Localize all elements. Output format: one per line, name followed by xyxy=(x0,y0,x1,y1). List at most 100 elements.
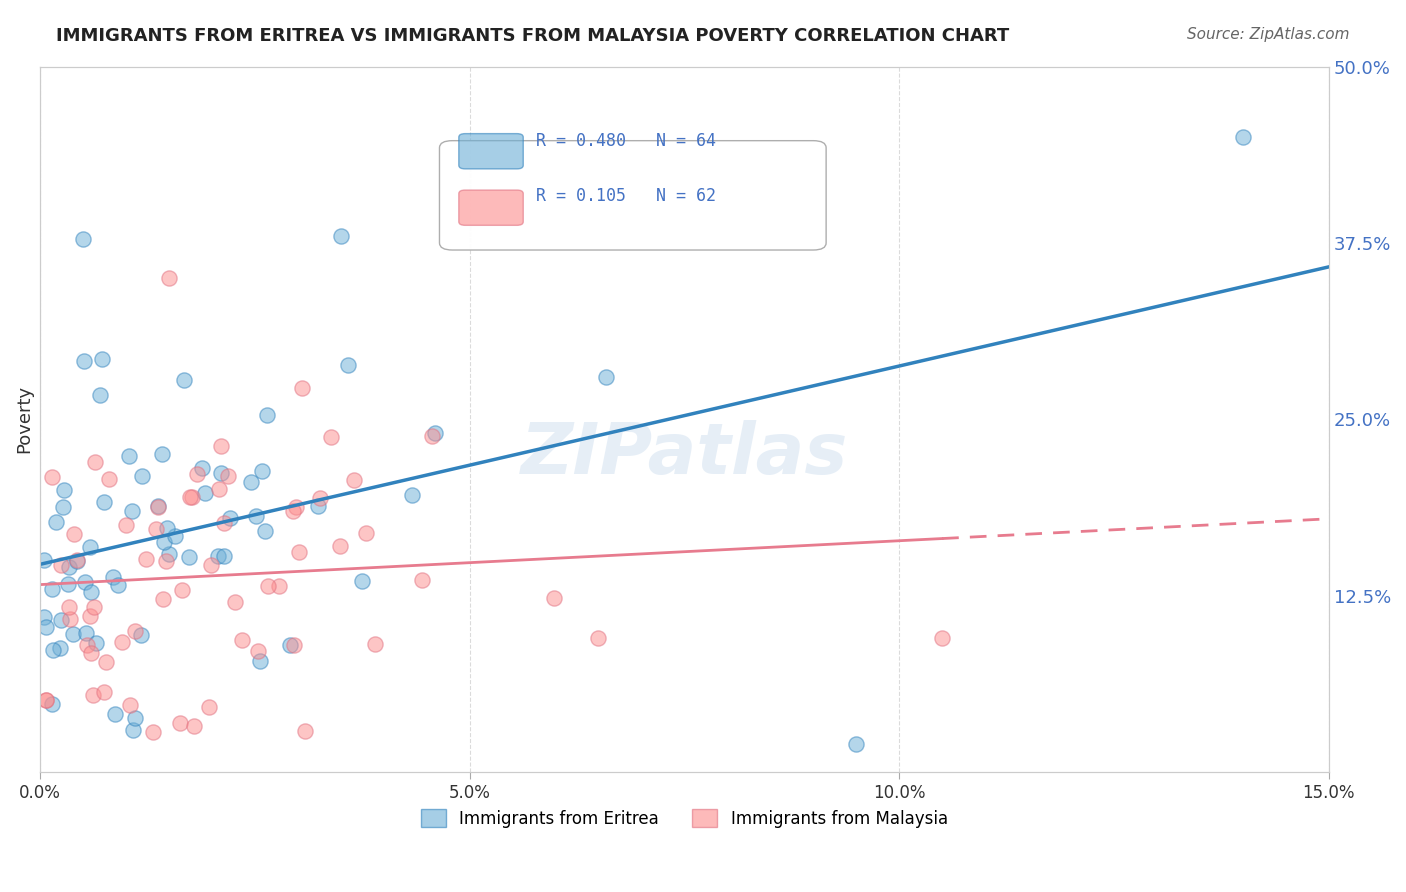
Point xyxy=(155,553,177,567)
Point xyxy=(329,228,352,243)
Point xyxy=(80,585,103,599)
Point xyxy=(214,516,236,531)
Point xyxy=(76,638,98,652)
Point xyxy=(75,626,97,640)
Point xyxy=(45,515,67,529)
Point xyxy=(169,716,191,731)
Point xyxy=(48,640,70,655)
Point xyxy=(41,697,63,711)
Point xyxy=(148,499,170,513)
Point xyxy=(267,579,290,593)
Point xyxy=(59,611,82,625)
Point xyxy=(52,483,75,497)
Text: Source: ZipAtlas.com: Source: ZipAtlas.com xyxy=(1187,27,1350,42)
Point xyxy=(129,628,152,642)
Point xyxy=(256,409,278,423)
Point xyxy=(1232,130,1254,145)
Point xyxy=(150,446,173,460)
Point xyxy=(118,449,141,463)
Point xyxy=(84,636,107,650)
Point xyxy=(156,521,179,535)
Text: R = 0.105   N = 62: R = 0.105 N = 62 xyxy=(536,186,716,204)
Point xyxy=(58,599,80,614)
Point xyxy=(401,488,423,502)
Point xyxy=(157,547,180,561)
Point xyxy=(179,490,201,504)
Point xyxy=(173,373,195,387)
Point xyxy=(83,599,105,614)
Point xyxy=(52,500,75,514)
Point xyxy=(319,430,342,444)
Point xyxy=(51,558,73,573)
Point xyxy=(183,719,205,733)
Point xyxy=(931,631,953,645)
Point xyxy=(82,688,104,702)
Point xyxy=(194,485,217,500)
Point xyxy=(186,467,208,481)
Point xyxy=(209,466,232,480)
Point xyxy=(208,482,231,496)
Point xyxy=(224,595,246,609)
Point xyxy=(93,495,115,509)
Point xyxy=(337,358,360,372)
Point xyxy=(145,522,167,536)
Point xyxy=(58,576,80,591)
Legend: Immigrants from Eritrea, Immigrants from Malaysia: Immigrants from Eritrea, Immigrants from… xyxy=(415,803,955,834)
Point xyxy=(217,468,239,483)
Point xyxy=(198,699,221,714)
Point xyxy=(41,582,63,596)
Point xyxy=(93,685,115,699)
Point xyxy=(83,455,105,469)
Point xyxy=(66,553,89,567)
Point xyxy=(32,610,55,624)
Point xyxy=(543,591,565,605)
Point xyxy=(209,439,232,453)
FancyBboxPatch shape xyxy=(440,141,827,250)
Point xyxy=(280,638,302,652)
Point xyxy=(307,499,329,513)
Point xyxy=(249,654,271,668)
Text: ZIPatlas: ZIPatlas xyxy=(520,420,848,489)
Point xyxy=(245,509,267,524)
Point xyxy=(135,551,157,566)
Point xyxy=(49,613,72,627)
Point xyxy=(239,475,262,489)
Point xyxy=(170,582,193,597)
Point xyxy=(79,540,101,554)
Point xyxy=(103,569,125,583)
Point xyxy=(124,624,146,639)
Point xyxy=(153,535,176,549)
Point xyxy=(411,573,433,587)
Point xyxy=(283,638,305,652)
Point xyxy=(121,504,143,518)
Point xyxy=(152,591,174,606)
Point xyxy=(115,517,138,532)
Point xyxy=(35,693,58,707)
Point xyxy=(364,637,387,651)
Text: IMMIGRANTS FROM ERITREA VS IMMIGRANTS FROM MALAYSIA POVERTY CORRELATION CHART: IMMIGRANTS FROM ERITREA VS IMMIGRANTS FR… xyxy=(56,27,1010,45)
Point xyxy=(73,354,96,368)
Point xyxy=(97,472,120,486)
Point xyxy=(58,559,80,574)
Point xyxy=(107,578,129,592)
Point xyxy=(845,737,868,751)
Point xyxy=(356,525,378,540)
Point xyxy=(246,644,269,658)
Point xyxy=(62,627,84,641)
Point xyxy=(165,529,187,543)
FancyBboxPatch shape xyxy=(458,190,523,226)
Point xyxy=(420,428,443,442)
Point xyxy=(207,549,229,564)
Point xyxy=(91,351,114,366)
Point xyxy=(111,635,134,649)
Y-axis label: Poverty: Poverty xyxy=(15,385,32,453)
Point xyxy=(200,558,222,573)
Point xyxy=(190,461,212,475)
Point xyxy=(291,381,314,395)
Point xyxy=(423,425,446,440)
Point xyxy=(41,470,63,484)
Point xyxy=(285,500,308,515)
Text: R = 0.480   N = 64: R = 0.480 N = 64 xyxy=(536,132,716,150)
Point xyxy=(181,490,204,504)
Point xyxy=(148,500,170,514)
